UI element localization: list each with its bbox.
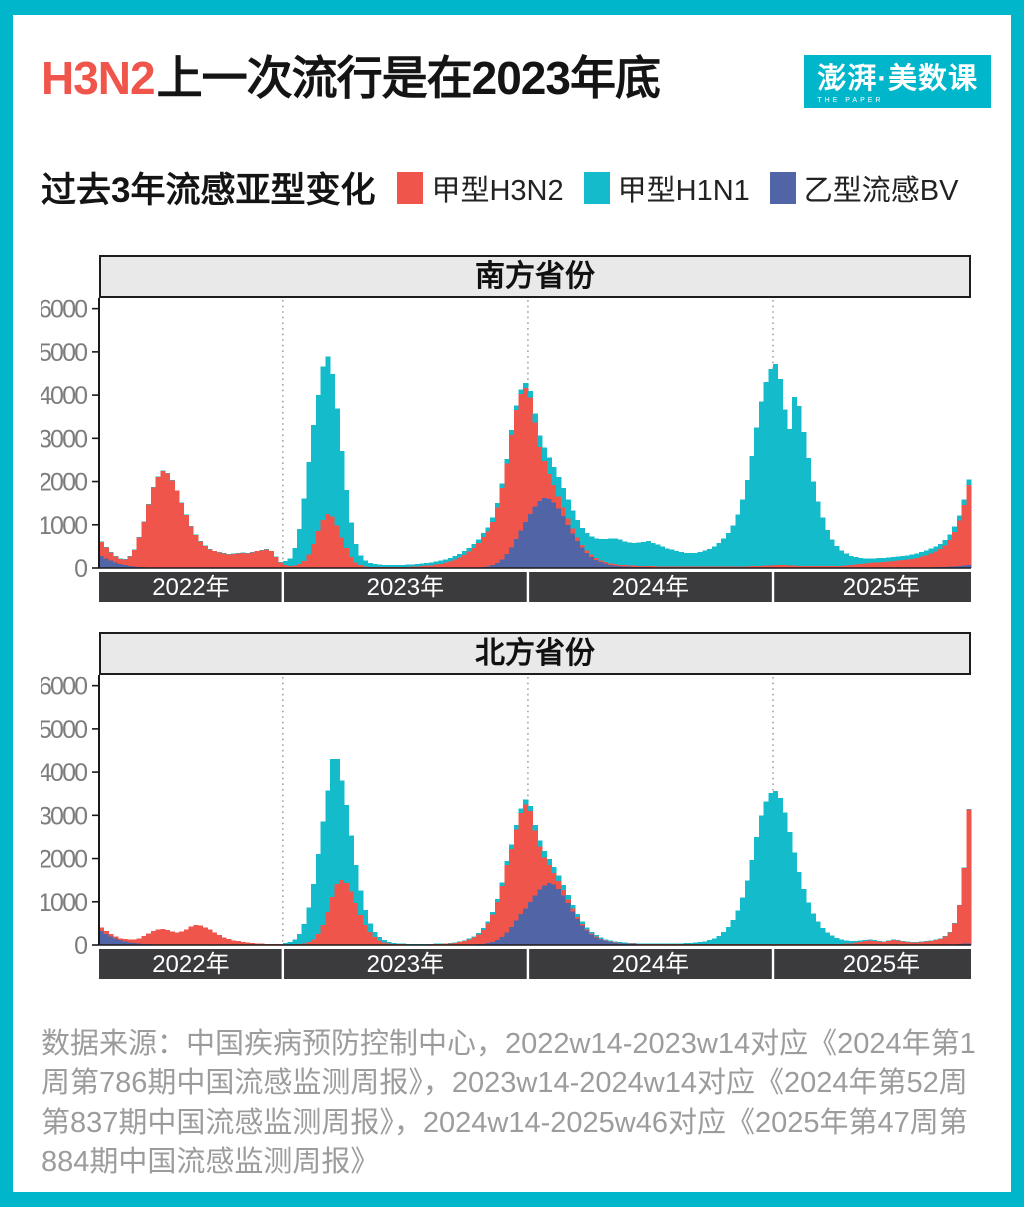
poster-content: H3N2上一次流行是在2023年底 澎湃·美数课 THE PAPER 过去3年流… <box>13 15 1011 1192</box>
x-axis-band: 2022年 2023年 2024年 2025年 <box>99 572 971 602</box>
svg-text:4000: 4000 <box>41 759 88 787</box>
svg-text:0: 0 <box>74 932 88 960</box>
logo-subtext: THE PAPER <box>817 97 884 104</box>
logo-text: 澎湃·美数课 <box>817 63 978 95</box>
chart-title-north: 北方省份 <box>99 632 971 675</box>
page-title: H3N2上一次流行是在2023年底 <box>41 52 661 105</box>
svg-text:0: 0 <box>74 555 88 583</box>
svg-text:2022年: 2022年 <box>152 574 229 601</box>
svg-text:2000: 2000 <box>41 469 88 497</box>
svg-text:2024年: 2024年 <box>612 574 689 601</box>
legend-label-2: 乙型流感BV <box>803 174 959 207</box>
legend-item-2: 乙型流感BV <box>769 167 959 209</box>
title-row: H3N2上一次流行是在2023年底 澎湃·美数课 THE PAPER <box>41 52 991 108</box>
x-axis-band: 2022年 2023年 2024年 2025年 <box>99 949 971 979</box>
thepaper-meishuke-logo: 澎湃·美数课 THE PAPER <box>804 55 991 108</box>
legend-swatch-0 <box>397 171 424 204</box>
svg-text:1000: 1000 <box>41 889 88 917</box>
svg-text:1000: 1000 <box>41 512 88 540</box>
svg-text:2025年: 2025年 <box>843 574 920 601</box>
svg-text:5000: 5000 <box>41 339 88 367</box>
stacked-bars <box>99 356 972 568</box>
year-gridlines <box>282 677 774 945</box>
y-axis: 0 1000 2000 3000 4000 5000 6000 <box>41 298 971 583</box>
svg-text:2022年: 2022年 <box>152 951 229 978</box>
legend-swatch-2 <box>769 171 796 204</box>
legend-row: 过去3年流感亚型变化 甲型H3N2 甲型H1N1 乙型流感BV <box>41 162 991 213</box>
chart-south: 南方省份 0 1000 2000 3000 4000 5000 6000 2022年 2023年… <box>41 255 991 604</box>
svg-text:5000: 5000 <box>41 716 88 744</box>
legend-label-1: 甲型H1N1 <box>617 174 750 207</box>
svg-text:2023年: 2023年 <box>367 574 444 601</box>
chart-canvas-south: 0 1000 2000 3000 4000 5000 6000 2022年 2023年 2024年… <box>41 298 972 602</box>
source-note: 数据来源：中国疾病预防控制中心，2022w14-2023w14对应《2024年第… <box>41 1028 976 1179</box>
svg-text:6000: 6000 <box>41 675 88 701</box>
legend-swatch-1 <box>583 171 610 204</box>
svg-text:2000: 2000 <box>41 846 88 874</box>
chart-canvas-north: 0 1000 2000 3000 4000 5000 6000 2022年 2023年 2024年… <box>41 675 972 979</box>
svg-text:2024年: 2024年 <box>612 951 689 978</box>
svg-text:6000: 6000 <box>41 298 88 324</box>
stacked-bars <box>99 758 972 945</box>
legend-item-1: 甲型H1N1 <box>583 167 750 209</box>
chart-north: 北方省份 0 1000 2000 3000 4000 5000 6000 2022年 2023年… <box>41 632 991 981</box>
svg-text:3000: 3000 <box>41 802 88 830</box>
legend-item-0: 甲型H3N2 <box>397 167 564 209</box>
svg-text:3000: 3000 <box>41 425 88 453</box>
svg-text:2025年: 2025年 <box>843 951 920 978</box>
legend-label-0: 甲型H3N2 <box>431 174 564 207</box>
svg-text:4000: 4000 <box>41 382 88 410</box>
chart-title-south: 南方省份 <box>99 255 971 298</box>
chart-subtitle: 过去3年流感亚型变化 <box>41 171 376 210</box>
title-highlight: H3N2 <box>41 52 156 104</box>
svg-text:2023年: 2023年 <box>367 951 444 978</box>
year-gridlines <box>282 300 774 568</box>
legend: 甲型H3N2 甲型H1N1 乙型流感BV <box>397 167 958 209</box>
title-rest: 上一次流行是在2023年底 <box>156 52 661 104</box>
y-axis: 0 1000 2000 3000 4000 5000 6000 <box>41 675 971 960</box>
